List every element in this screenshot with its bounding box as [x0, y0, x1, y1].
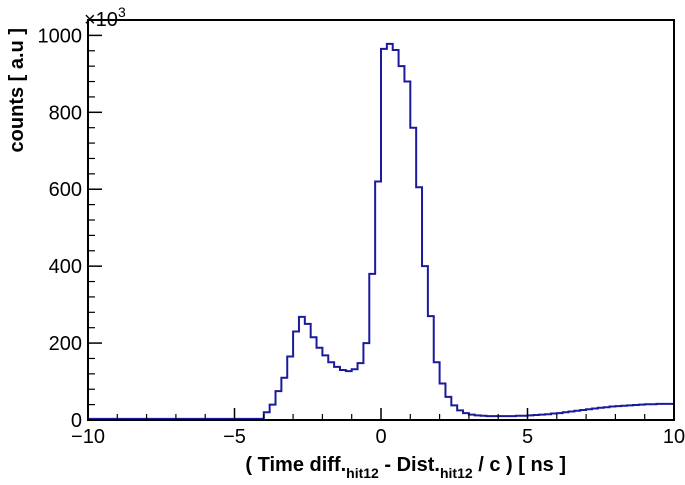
y-tick-label: 400 [49, 256, 82, 278]
y-tick-label: 1000 [38, 25, 83, 47]
x-tick-label: −10 [71, 426, 105, 448]
y-tick-label: 600 [49, 179, 82, 201]
x-tick-label: 0 [375, 426, 386, 448]
y-tick-label: 800 [49, 102, 82, 124]
y-multiplier-exponent: 3 [118, 4, 126, 20]
histogram-line [87, 42, 674, 420]
y-multiplier: ×103 [84, 4, 126, 31]
x-axis-title: ( Time diff.hit12 - Dist.hit12 / c ) [ n… [245, 454, 566, 481]
x-axis-title-sub1: hit12 [346, 465, 379, 481]
x-axis-title-middle: - Dist. [379, 454, 440, 476]
x-tick-label: 10 [663, 426, 685, 448]
y-multiplier-base: ×10 [84, 9, 118, 31]
x-axis-title-suffix: / c ) [ ns ] [473, 454, 566, 476]
y-tick-label: 200 [49, 333, 82, 355]
x-tick-label: 5 [522, 426, 533, 448]
y-axis-title: counts [ a.u ] [6, 28, 28, 152]
x-axis-title-prefix: ( Time diff. [245, 454, 346, 476]
y-tick-label: 0 [71, 410, 82, 432]
x-axis-title-sub2: hit12 [440, 465, 473, 481]
x-tick-label: −5 [223, 426, 246, 448]
